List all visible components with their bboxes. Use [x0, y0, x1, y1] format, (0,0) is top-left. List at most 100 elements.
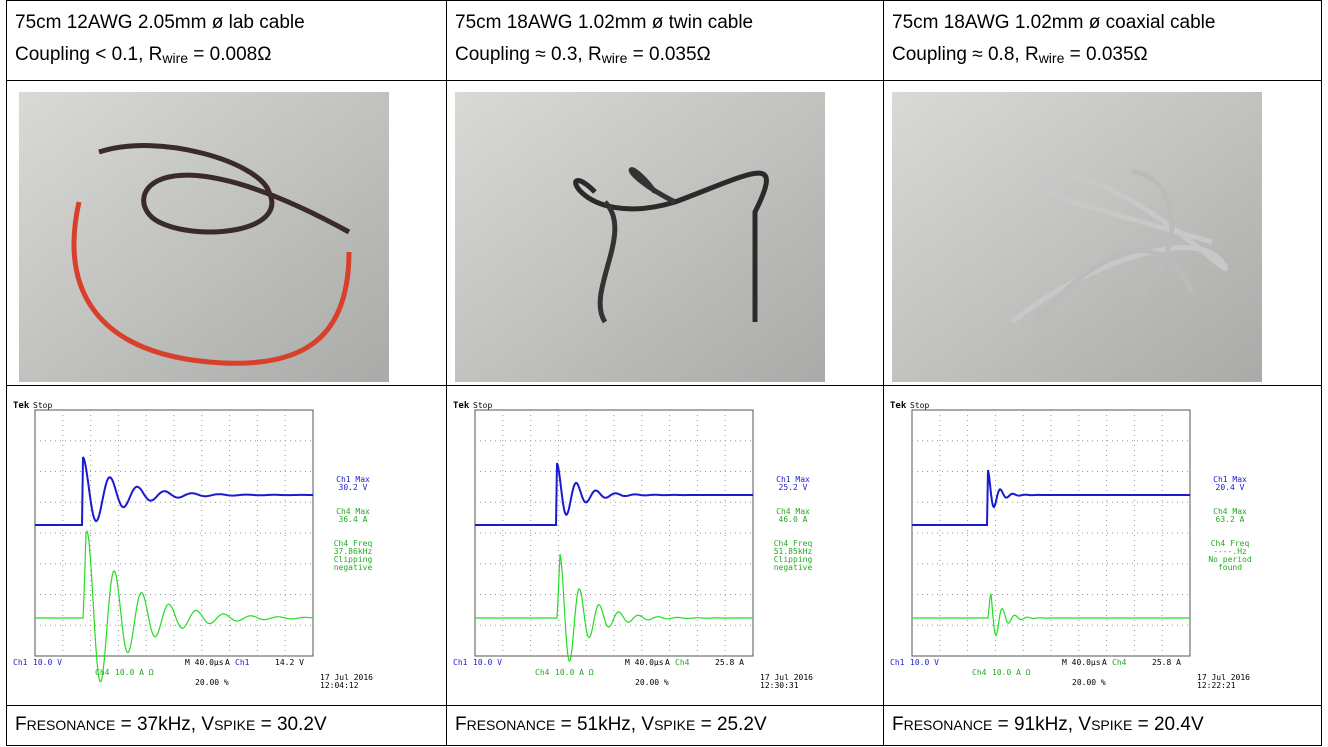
ch4-scale: 10.0 A Ω: [992, 668, 1031, 677]
v-subscript: SPIKE: [654, 717, 696, 733]
ch4-readout: 63.2 A: [1216, 515, 1245, 524]
time: 12:30:31: [760, 681, 799, 690]
scope-cell: Tek Stop Ch1 Max 20.4 V Ch4 Max 63.2 A Ch4 Fre…: [883, 385, 1322, 706]
trigger-channel: Ch1: [235, 658, 250, 667]
r-subscript: wire: [1038, 50, 1065, 66]
timebase: M 40.0µs: [625, 658, 664, 667]
v-symbol: V: [201, 714, 215, 735]
ch1-label: Ch1: [453, 658, 468, 667]
ch4-readout: No period: [1208, 555, 1252, 564]
trigger-level: 25.8 A: [715, 658, 744, 667]
ch4-readout: Clipping: [774, 555, 813, 564]
photo: [455, 92, 825, 382]
photo-cell: [6, 80, 447, 386]
trigger-mode: A: [665, 658, 670, 667]
coupling-line: Coupling < 0.1, Rwire = 0.008Ω: [15, 39, 446, 74]
ch4-readout: found: [1218, 563, 1242, 572]
trigger-position: 20.00 %: [635, 678, 669, 687]
coupling-text: Coupling ≈ 0.3, R: [455, 44, 602, 65]
coupling-line: Coupling ≈ 0.3, Rwire = 0.035Ω: [455, 39, 883, 74]
f-value: = 37kHz,: [115, 714, 202, 735]
date: 17 Jul 2016: [1197, 673, 1250, 682]
r-value: = 0.035Ω: [627, 44, 711, 65]
cable: [1010, 171, 1228, 324]
r-subscript: wire: [601, 50, 628, 66]
trigger-position: 20.00 %: [195, 678, 229, 687]
ch4-readout: ----.Hz: [1213, 547, 1247, 556]
scope-cell: Tek Stop Ch1 Max 25.2 V Ch4 Max 46.0 A Ch4 Fre…: [446, 385, 884, 706]
r-subscript: wire: [162, 50, 189, 66]
scope-screen: [911, 409, 1191, 657]
ch1-readout: Ch1 Max: [1213, 475, 1247, 484]
ch1-trace: [912, 469, 1190, 526]
ch1-readout: Ch1 Max: [336, 475, 370, 484]
header-cell: 75cm 18AWG 1.02mm ø coaxial cable Couplin…: [883, 0, 1322, 81]
scope-screen: [34, 409, 314, 657]
v-value: = 25.2V: [695, 714, 767, 735]
f-symbol: F: [455, 714, 467, 735]
cable: [71, 201, 352, 366]
ch1-readout: 25.2 V: [779, 483, 808, 492]
timebase: M 40.0µs: [185, 658, 224, 667]
ch4-readout: Ch4 Freq: [1211, 539, 1250, 548]
ch4-readout: Ch4 Freq: [774, 539, 813, 548]
coupling-line: Coupling ≈ 0.8, Rwire = 0.035Ω: [892, 39, 1321, 74]
result-cell: FRESONANCE = 51kHz, VSPIKE = 25.2V: [446, 705, 884, 746]
date: 17 Jul 2016: [760, 673, 813, 682]
v-subscript: SPIKE: [214, 717, 256, 733]
f-symbol: F: [892, 714, 904, 735]
cable: [1030, 169, 1195, 324]
f-value: = 51kHz,: [555, 714, 642, 735]
v-symbol: V: [1078, 714, 1092, 735]
scope-brand: Tek: [13, 401, 30, 411]
scope-state: Stop: [910, 401, 929, 410]
ch4-trace: [475, 553, 753, 662]
trigger-level: 25.8 A: [1152, 658, 1181, 667]
time: 12:22:21: [1197, 681, 1236, 690]
trigger-mode: A: [225, 658, 230, 667]
trigger-channel: Ch4: [1112, 658, 1127, 667]
result-text: FRESONANCE = 51kHz, VSPIKE = 25.2V: [447, 706, 883, 744]
cable-title: 75cm 12AWG 2.05mm ø lab cable: [15, 12, 305, 33]
ch1-scale: 10.0 V: [910, 658, 939, 667]
r-value: = 0.008Ω: [188, 44, 272, 65]
photo: [892, 92, 1262, 382]
date: 17 Jul 2016: [320, 673, 373, 682]
ch4-scale: 10.0 A Ω: [555, 668, 594, 677]
ch1-readout: 20.4 V: [1216, 483, 1245, 492]
ch4-label: Ch4: [535, 668, 550, 677]
f-value: = 91kHz,: [992, 714, 1079, 735]
ch4-trace: [912, 593, 1190, 637]
f-subscript: RESONANCE: [903, 717, 993, 733]
cable-title: 75cm 18AWG 1.02mm ø twin cable: [455, 12, 754, 33]
trigger-position: 20.00 %: [1072, 678, 1106, 687]
timebase: M 40.0µs: [1062, 658, 1101, 667]
ch4-readout: 51.85kHz: [774, 547, 813, 556]
v-symbol: V: [641, 714, 655, 735]
scope-brand: Tek: [453, 401, 470, 411]
header-cell: 75cm 12AWG 2.05mm ø lab cable Coupling < …: [6, 0, 447, 81]
ch4-label: Ch4: [972, 668, 987, 677]
photo-cell: [446, 80, 884, 386]
f-symbol: F: [15, 714, 27, 735]
result-cell: FRESONANCE = 91kHz, VSPIKE = 20.4V: [883, 705, 1322, 746]
result-cell: FRESONANCE = 37kHz, VSPIKE = 30.2V: [6, 705, 447, 746]
ch4-scale: 10.0 A Ω: [115, 668, 154, 677]
ch1-label: Ch1: [890, 658, 905, 667]
trigger-mode: A: [1102, 658, 1107, 667]
cable: [98, 143, 351, 235]
time: 12:04:12: [320, 681, 359, 690]
photo-cell: [883, 80, 1322, 386]
v-value: = 30.2V: [255, 714, 327, 735]
ch4-readout: Ch4 Max: [336, 507, 370, 516]
trigger-channel: Ch4: [675, 658, 690, 667]
v-value: = 20.4V: [1132, 714, 1204, 735]
f-subscript: RESONANCE: [26, 717, 116, 733]
photo: [19, 92, 389, 382]
scope-cell: Tek Stop Ch1 Max 30.2 V Ch4 Max 36.4 A Ch4 Fre…: [6, 385, 447, 706]
ch1-readout: Ch1 Max: [776, 475, 810, 484]
ch4-readout: Ch4 Max: [1213, 507, 1247, 516]
